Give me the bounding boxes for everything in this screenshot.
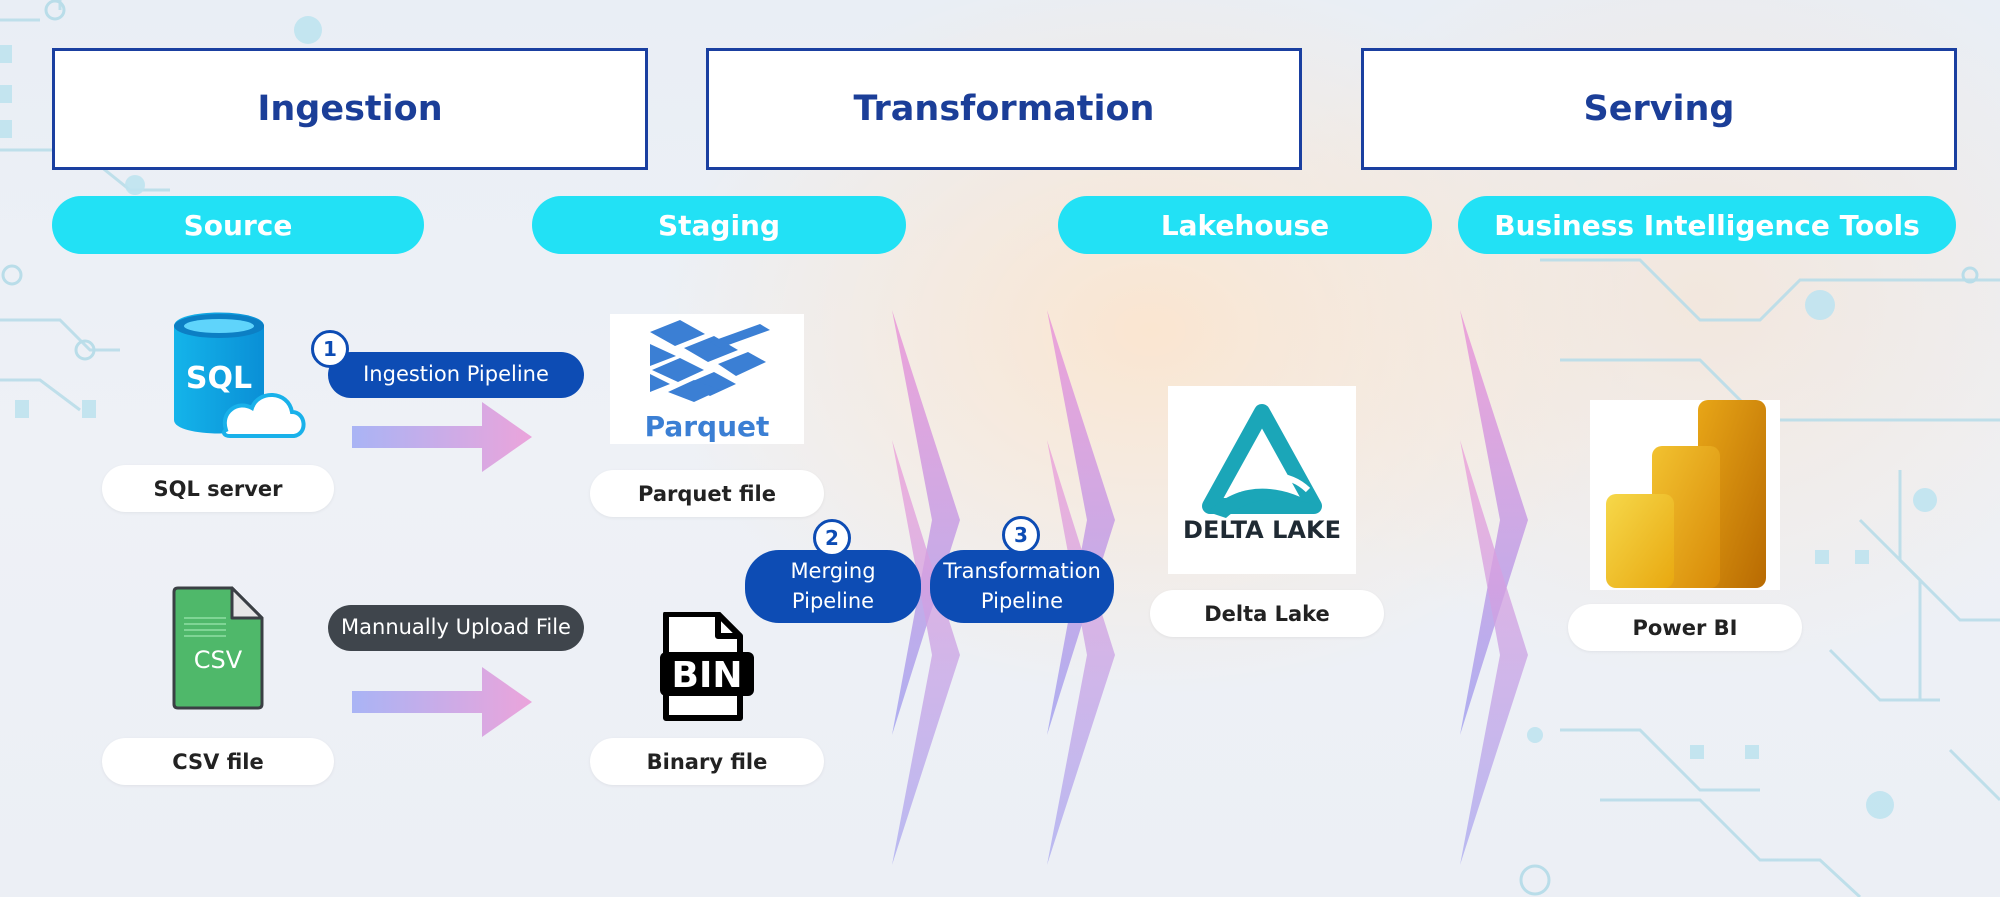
parquet-icon: Parquet [645,320,770,443]
delta-icon: DELTA LAKE [1183,404,1341,544]
bin-logo-text: BIN [672,655,743,696]
step-badge-3: 3 [1002,516,1040,554]
step-badge-1-number: 1 [323,337,337,361]
parquet-logo-text: Parquet [645,410,770,443]
node-delta-lake: Delta Lake [1150,590,1384,637]
category-source-label: Source [183,208,293,242]
parquet-logo: Parquet [610,314,804,444]
power-bi-icon [1606,400,1766,588]
stage-transformation-title: Transformation [853,89,1155,129]
chevron-separator-staging [892,310,960,865]
stage-ingestion-title: Ingestion [257,89,443,129]
step-badge-2: 2 [813,519,851,557]
step-badge-2-number: 2 [825,526,839,550]
transformation-pipeline-label: Transformation Pipeline [930,550,1114,623]
delta-logo-text: DELTA LAKE [1183,516,1341,544]
step-badge-3-number: 3 [1014,523,1028,547]
node-binary-file-label: Binary file [646,749,768,774]
ingestion-pipeline-label: Ingestion Pipeline [328,352,584,398]
sql-logo-text: SQL [186,361,252,396]
node-power-bi: Power BI [1568,604,1802,651]
node-delta-lake-label: Delta Lake [1204,601,1330,626]
ingestion-pipeline-text: Ingestion Pipeline [363,362,549,387]
manual-upload-text: Mannually Upload File [341,615,571,640]
node-parquet-file-label: Parquet file [638,481,776,506]
category-source: Source [52,196,424,254]
node-parquet-file: Parquet file [590,470,824,517]
merging-pipeline-line1: Merging [790,559,876,584]
merging-pipeline-line2: Pipeline [791,588,875,613]
merging-pipeline-label: Merging Pipeline [745,550,921,623]
bin-file-icon: BIN [660,612,754,721]
category-lakehouse: Lakehouse [1058,196,1432,254]
category-bi-tools: Business Intelligence Tools [1458,196,1956,254]
manual-upload-label: Mannually Upload File [328,605,584,651]
power-bi-logo [1590,400,1780,590]
arrow-sql-to-parquet [352,402,532,472]
category-staging: Staging [532,196,906,254]
transformation-pipeline-line1: Transformation [943,559,1101,584]
category-bi-tools-label: Business Intelligence Tools [1494,208,1920,242]
stage-transformation: Transformation [706,48,1302,170]
category-staging-label: Staging [657,208,781,242]
node-sql-server-label: SQL server [153,476,283,501]
node-binary-file: Binary file [590,738,824,785]
node-power-bi-label: Power BI [1632,615,1738,640]
sql-database-cloud-icon: SQL [174,312,306,438]
category-lakehouse-label: Lakehouse [1160,208,1330,242]
stage-serving-title: Serving [1583,89,1735,129]
arrow-csv-to-binary [352,667,532,737]
csv-logo-text: CSV [194,646,243,674]
csv-file-icon: CSV [172,586,264,710]
node-sql-server: SQL server [102,465,334,512]
chevron-separator-lakehouse [1047,310,1115,865]
node-csv-file: CSV file [102,738,334,785]
node-csv-file-label: CSV file [172,749,264,774]
chevron-separator-serving [1460,310,1528,865]
transformation-pipeline-line2: Pipeline [980,588,1064,613]
delta-lake-logo: DELTA LAKE [1168,386,1356,574]
step-badge-1: 1 [311,330,349,368]
stage-serving: Serving [1361,48,1957,170]
stage-ingestion: Ingestion [52,48,648,170]
